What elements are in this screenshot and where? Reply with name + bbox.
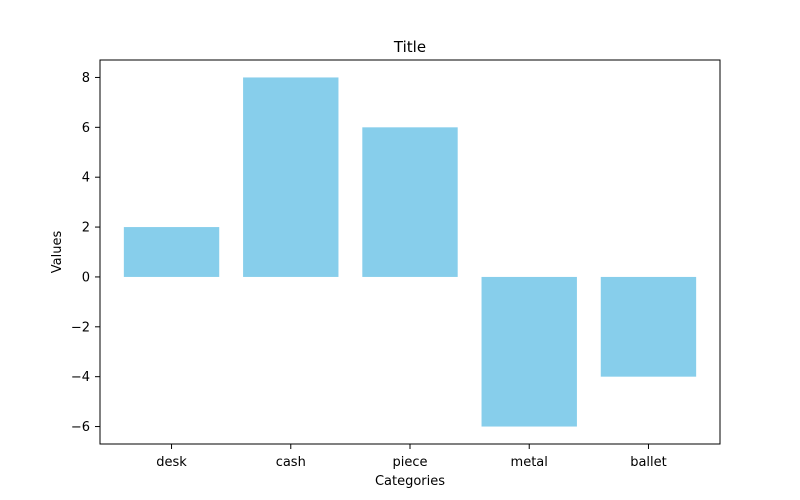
y-ticks-group: −6 −4 −2 0 2 4 6 8 (71, 71, 100, 435)
y-tick-label-neg2: −2 (71, 320, 90, 335)
y-tick-label-8: 8 (82, 71, 90, 86)
y-tick-label-2: 2 (82, 221, 90, 236)
x-axis-label: Categories (375, 474, 445, 489)
y-tick-label-neg4: −4 (71, 370, 90, 385)
x-tick-label-cash: cash (276, 455, 306, 470)
bar-cash (243, 77, 339, 277)
bar-desk (123, 227, 220, 277)
y-tick-label-4: 4 (82, 171, 90, 186)
y-tick-label-6: 6 (82, 121, 90, 136)
x-tick-label-piece: piece (392, 455, 427, 470)
bar-metal (481, 276, 577, 427)
x-tick-label-desk: desk (156, 455, 187, 470)
bar-ballet (600, 276, 697, 377)
y-axis-label: Values (50, 231, 65, 274)
chart-title: Title (393, 38, 426, 56)
x-ticks-group: desk cash piece metal ballet (156, 444, 667, 470)
y-tick-label-neg6: −6 (71, 420, 90, 435)
x-tick-label-ballet: ballet (630, 455, 667, 470)
x-tick-label-metal: metal (511, 455, 548, 470)
plot-frame (99, 59, 721, 445)
y-tick-label-0: 0 (82, 270, 90, 285)
bars-group (123, 77, 697, 427)
bar-piece (362, 127, 458, 277)
